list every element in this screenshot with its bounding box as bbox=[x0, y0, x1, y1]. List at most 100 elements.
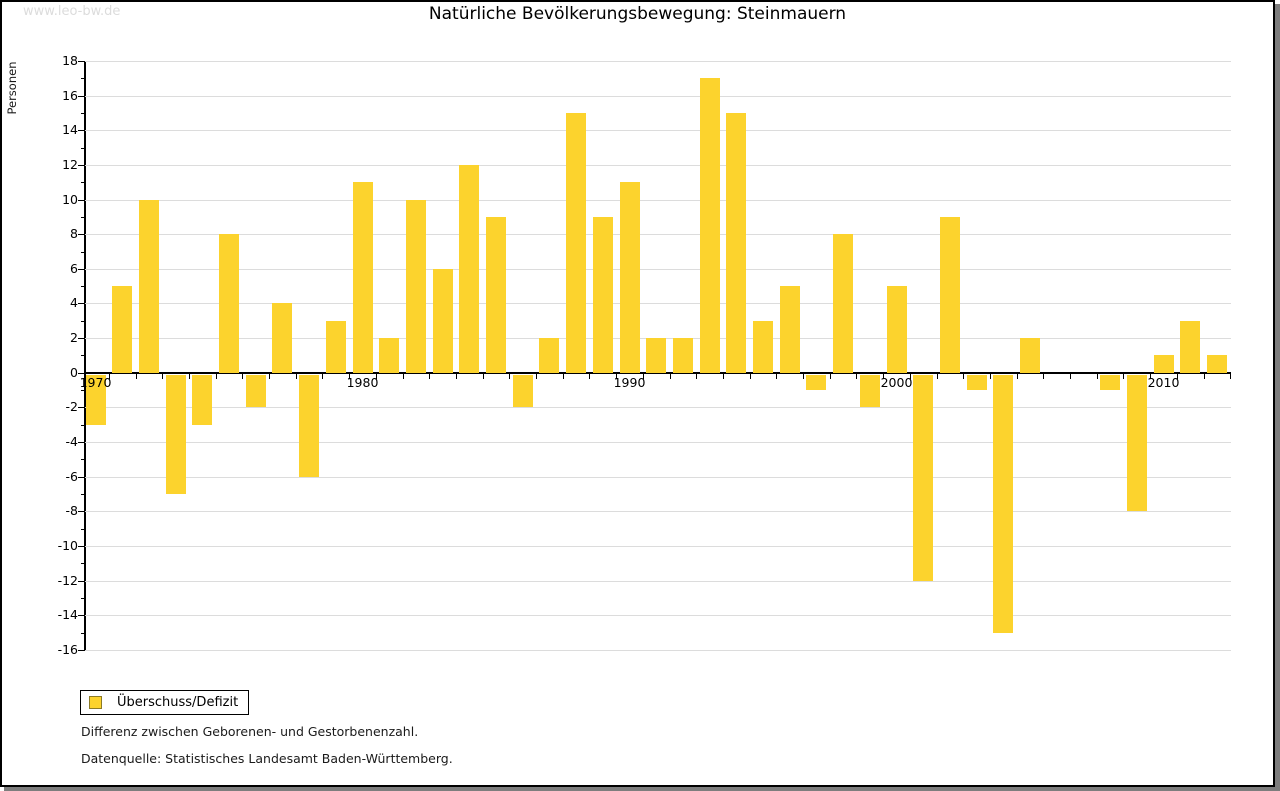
y-tick bbox=[78, 164, 85, 166]
x-tick bbox=[883, 373, 885, 379]
y-tick-label: 14 bbox=[62, 122, 78, 138]
x-tick bbox=[616, 373, 618, 379]
y-tick bbox=[81, 286, 85, 288]
bar-1999 bbox=[859, 374, 880, 408]
y-tick-label: -12 bbox=[57, 572, 78, 588]
y-tick bbox=[78, 234, 85, 236]
bar-1995 bbox=[753, 320, 773, 373]
bar-1991 bbox=[646, 338, 667, 373]
bar-2004 bbox=[993, 374, 1014, 633]
bar-2000 bbox=[886, 286, 907, 373]
y-tick bbox=[78, 199, 85, 201]
x-axis-zero-line bbox=[85, 371, 1231, 374]
legend-label: Überschuss/Defizit bbox=[117, 695, 239, 710]
bar-1981 bbox=[379, 338, 400, 373]
bar-2001 bbox=[913, 374, 934, 581]
x-tick bbox=[1203, 373, 1205, 379]
x-tick bbox=[455, 373, 457, 379]
y-tick-label: -8 bbox=[65, 503, 78, 519]
bar-1987 bbox=[539, 338, 560, 373]
x-tick bbox=[242, 373, 244, 379]
window-shadow-right bbox=[1275, 4, 1280, 791]
y-tick-label: -4 bbox=[65, 434, 78, 450]
x-tick bbox=[669, 373, 671, 379]
x-tick bbox=[135, 373, 137, 379]
chart-title: Natürliche Bevölkerungsbewegung: Steinma… bbox=[428, 4, 847, 24]
bar-2003 bbox=[966, 374, 987, 391]
x-tick-label: 2010 bbox=[1147, 374, 1180, 390]
bar-1996 bbox=[779, 286, 800, 373]
x-tick bbox=[349, 373, 351, 379]
y-tick bbox=[81, 112, 85, 114]
bar-1989 bbox=[592, 216, 613, 373]
y-tick bbox=[81, 78, 85, 80]
bar-1980 bbox=[352, 182, 373, 373]
bar-1970 bbox=[85, 374, 106, 425]
x-tick-label: 1990 bbox=[613, 374, 646, 390]
x-tick bbox=[188, 373, 190, 379]
y-tick bbox=[78, 338, 85, 340]
y-tick bbox=[78, 649, 85, 651]
window-shadow-bottom bbox=[4, 787, 1280, 791]
bar-1994 bbox=[726, 112, 747, 373]
x-tick bbox=[989, 373, 991, 379]
watermark: www.leo-bw.de bbox=[23, 4, 121, 19]
x-tick bbox=[776, 373, 778, 379]
x-tick bbox=[1096, 373, 1098, 379]
y-tick bbox=[81, 494, 85, 495]
y-tick-label: 12 bbox=[62, 156, 78, 172]
y-tick bbox=[78, 61, 85, 62]
y-tick-label: 8 bbox=[70, 226, 78, 242]
y-tick bbox=[81, 424, 85, 426]
y-tick-label: 18 bbox=[62, 53, 78, 68]
x-tick bbox=[1070, 373, 1072, 379]
bar-2002 bbox=[939, 216, 960, 373]
y-tick bbox=[78, 303, 85, 305]
x-tick bbox=[162, 373, 164, 379]
x-tick bbox=[322, 373, 324, 379]
gridline bbox=[85, 615, 1231, 617]
y-tick bbox=[78, 580, 85, 582]
y-tick bbox=[81, 632, 85, 634]
x-tick bbox=[909, 373, 911, 379]
bar-1992 bbox=[672, 338, 693, 373]
gridline bbox=[85, 442, 1231, 444]
gridline bbox=[85, 164, 1231, 166]
x-tick bbox=[642, 373, 644, 379]
x-tick bbox=[696, 373, 698, 379]
x-tick bbox=[482, 373, 484, 379]
y-tick-label: -14 bbox=[57, 607, 78, 623]
gridline bbox=[85, 234, 1231, 236]
x-tick bbox=[269, 373, 271, 379]
x-tick bbox=[722, 373, 724, 379]
y-tick-label: -2 bbox=[65, 399, 78, 415]
x-tick bbox=[402, 373, 404, 379]
x-tick bbox=[509, 373, 511, 379]
bar-1978 bbox=[299, 374, 320, 477]
y-tick-label: 6 bbox=[70, 260, 78, 276]
bar-1990 bbox=[619, 182, 640, 373]
y-tick bbox=[81, 320, 85, 322]
y-tick bbox=[78, 130, 85, 132]
x-tick-label: 1980 bbox=[346, 374, 379, 390]
bar-2011 bbox=[1180, 320, 1201, 373]
bar-1976 bbox=[245, 374, 266, 408]
bar-1984 bbox=[459, 164, 480, 373]
gridline bbox=[85, 511, 1231, 513]
bar-1977 bbox=[272, 303, 293, 373]
y-tick bbox=[78, 372, 85, 374]
bar-1983 bbox=[432, 268, 453, 373]
y-tick-label: -10 bbox=[57, 537, 78, 553]
bar-2009 bbox=[1126, 374, 1147, 512]
y-tick bbox=[81, 355, 85, 357]
y-tick bbox=[81, 528, 85, 530]
x-tick bbox=[429, 373, 431, 379]
x-tick bbox=[1150, 373, 1152, 379]
x-tick bbox=[963, 373, 965, 379]
y-tick bbox=[78, 95, 85, 97]
legend: Überschuss/Defizit bbox=[80, 690, 249, 715]
gridline bbox=[85, 476, 1231, 478]
gridline bbox=[85, 95, 1231, 97]
x-tick bbox=[1016, 373, 1018, 379]
